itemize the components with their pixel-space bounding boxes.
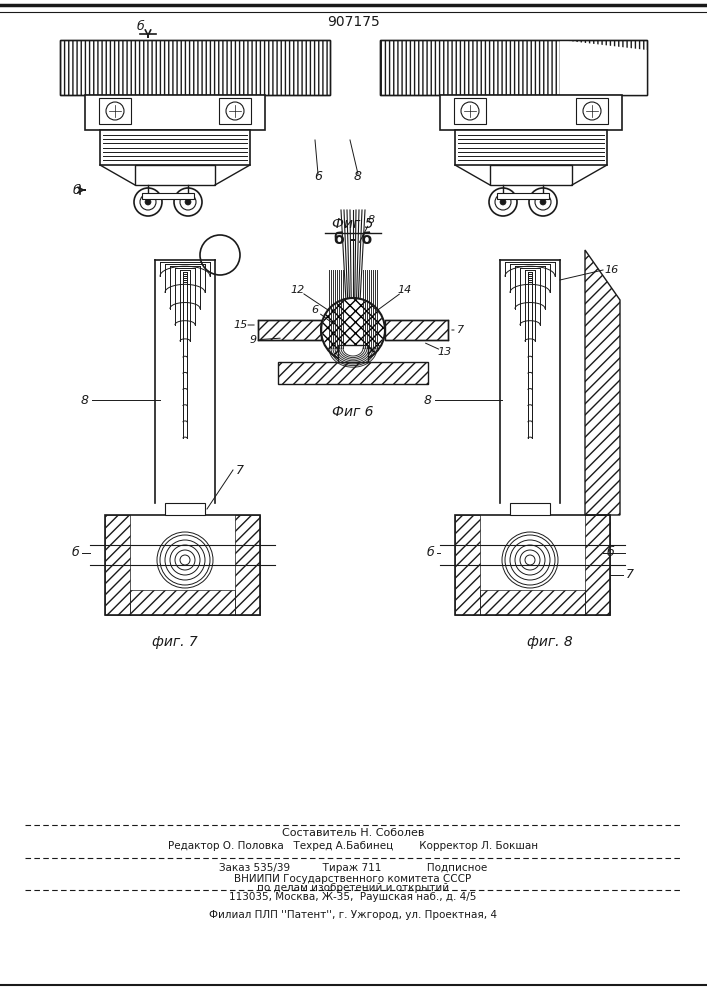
Text: Заказ 535/39          Тираж 711              Подписное: Заказ 535/39 Тираж 711 Подписное <box>219 863 487 873</box>
Text: 14: 14 <box>398 285 412 295</box>
Text: по делам изобретений и открытий: по делам изобретений и открытий <box>257 883 449 893</box>
Text: 907175: 907175 <box>327 15 380 29</box>
Text: б: б <box>606 546 614 560</box>
Text: Фиг 6: Фиг 6 <box>332 405 374 419</box>
Text: 15: 15 <box>234 320 248 330</box>
Bar <box>576 98 608 124</box>
Bar <box>455 130 607 165</box>
Bar <box>85 95 265 130</box>
Text: 8: 8 <box>368 215 375 225</box>
Polygon shape <box>560 40 647 95</box>
Bar <box>130 590 235 615</box>
Text: 7: 7 <box>236 464 244 477</box>
Text: б: б <box>71 546 79 560</box>
Bar <box>235 515 260 615</box>
Circle shape <box>145 199 151 205</box>
Text: б: б <box>426 546 434 560</box>
Text: б: б <box>72 184 80 196</box>
Text: Редактор О. Половка   Техред А.Бабинец        Корректор Л. Бокшан: Редактор О. Половка Техред А.Бабинец Кор… <box>168 841 538 851</box>
Bar <box>338 345 368 362</box>
Text: фиг. 8: фиг. 8 <box>527 635 573 649</box>
Text: 113035, Москва, Ж-35,  Раушская наб., д. 4/5: 113035, Москва, Ж-35, Раушская наб., д. … <box>229 892 477 902</box>
Text: Филиал ПЛП ''Патент'', г. Ужгород, ул. Проектная, 4: Филиал ПЛП ''Патент'', г. Ужгород, ул. П… <box>209 910 497 920</box>
Text: 8: 8 <box>81 393 89 406</box>
Bar <box>258 320 321 340</box>
Text: 8: 8 <box>354 170 362 184</box>
Bar <box>278 362 428 384</box>
Circle shape <box>500 199 506 205</box>
Text: 6: 6 <box>314 170 322 184</box>
Bar <box>380 40 647 95</box>
Text: Составитель Н. Соболев: Составитель Н. Соболев <box>282 828 424 838</box>
Circle shape <box>540 199 546 205</box>
Bar <box>454 98 486 124</box>
Text: фиг. 7: фиг. 7 <box>152 635 198 649</box>
Text: 7: 7 <box>457 325 464 335</box>
Bar <box>440 95 622 130</box>
Bar <box>105 515 130 615</box>
Circle shape <box>185 199 191 205</box>
Bar <box>380 40 647 95</box>
Text: 7: 7 <box>626 568 634 582</box>
Bar <box>455 515 480 615</box>
Bar <box>60 40 330 95</box>
Bar <box>385 320 448 340</box>
Text: 12: 12 <box>291 285 305 295</box>
Text: 9: 9 <box>250 335 257 345</box>
Text: Фиг 5: Фиг 5 <box>332 217 374 231</box>
Bar <box>100 130 250 165</box>
Bar <box>105 515 260 615</box>
Text: б - б: б - б <box>334 232 372 247</box>
Text: 16: 16 <box>605 265 619 275</box>
Bar <box>490 165 572 185</box>
Bar <box>455 515 610 615</box>
Bar <box>497 193 549 199</box>
Text: ВНИИПИ Государственного комитета СССР: ВНИИПИ Государственного комитета СССР <box>235 874 472 884</box>
Bar <box>219 98 251 124</box>
Bar <box>99 98 131 124</box>
Text: б: б <box>136 20 144 33</box>
Bar <box>510 503 550 515</box>
Bar <box>165 503 205 515</box>
Bar <box>135 165 215 185</box>
Text: 13: 13 <box>438 347 452 357</box>
Bar <box>142 193 194 199</box>
Text: 8: 8 <box>424 393 432 406</box>
Text: 6: 6 <box>312 305 319 315</box>
Bar <box>585 515 610 615</box>
Bar <box>480 590 585 615</box>
Bar <box>60 40 330 95</box>
